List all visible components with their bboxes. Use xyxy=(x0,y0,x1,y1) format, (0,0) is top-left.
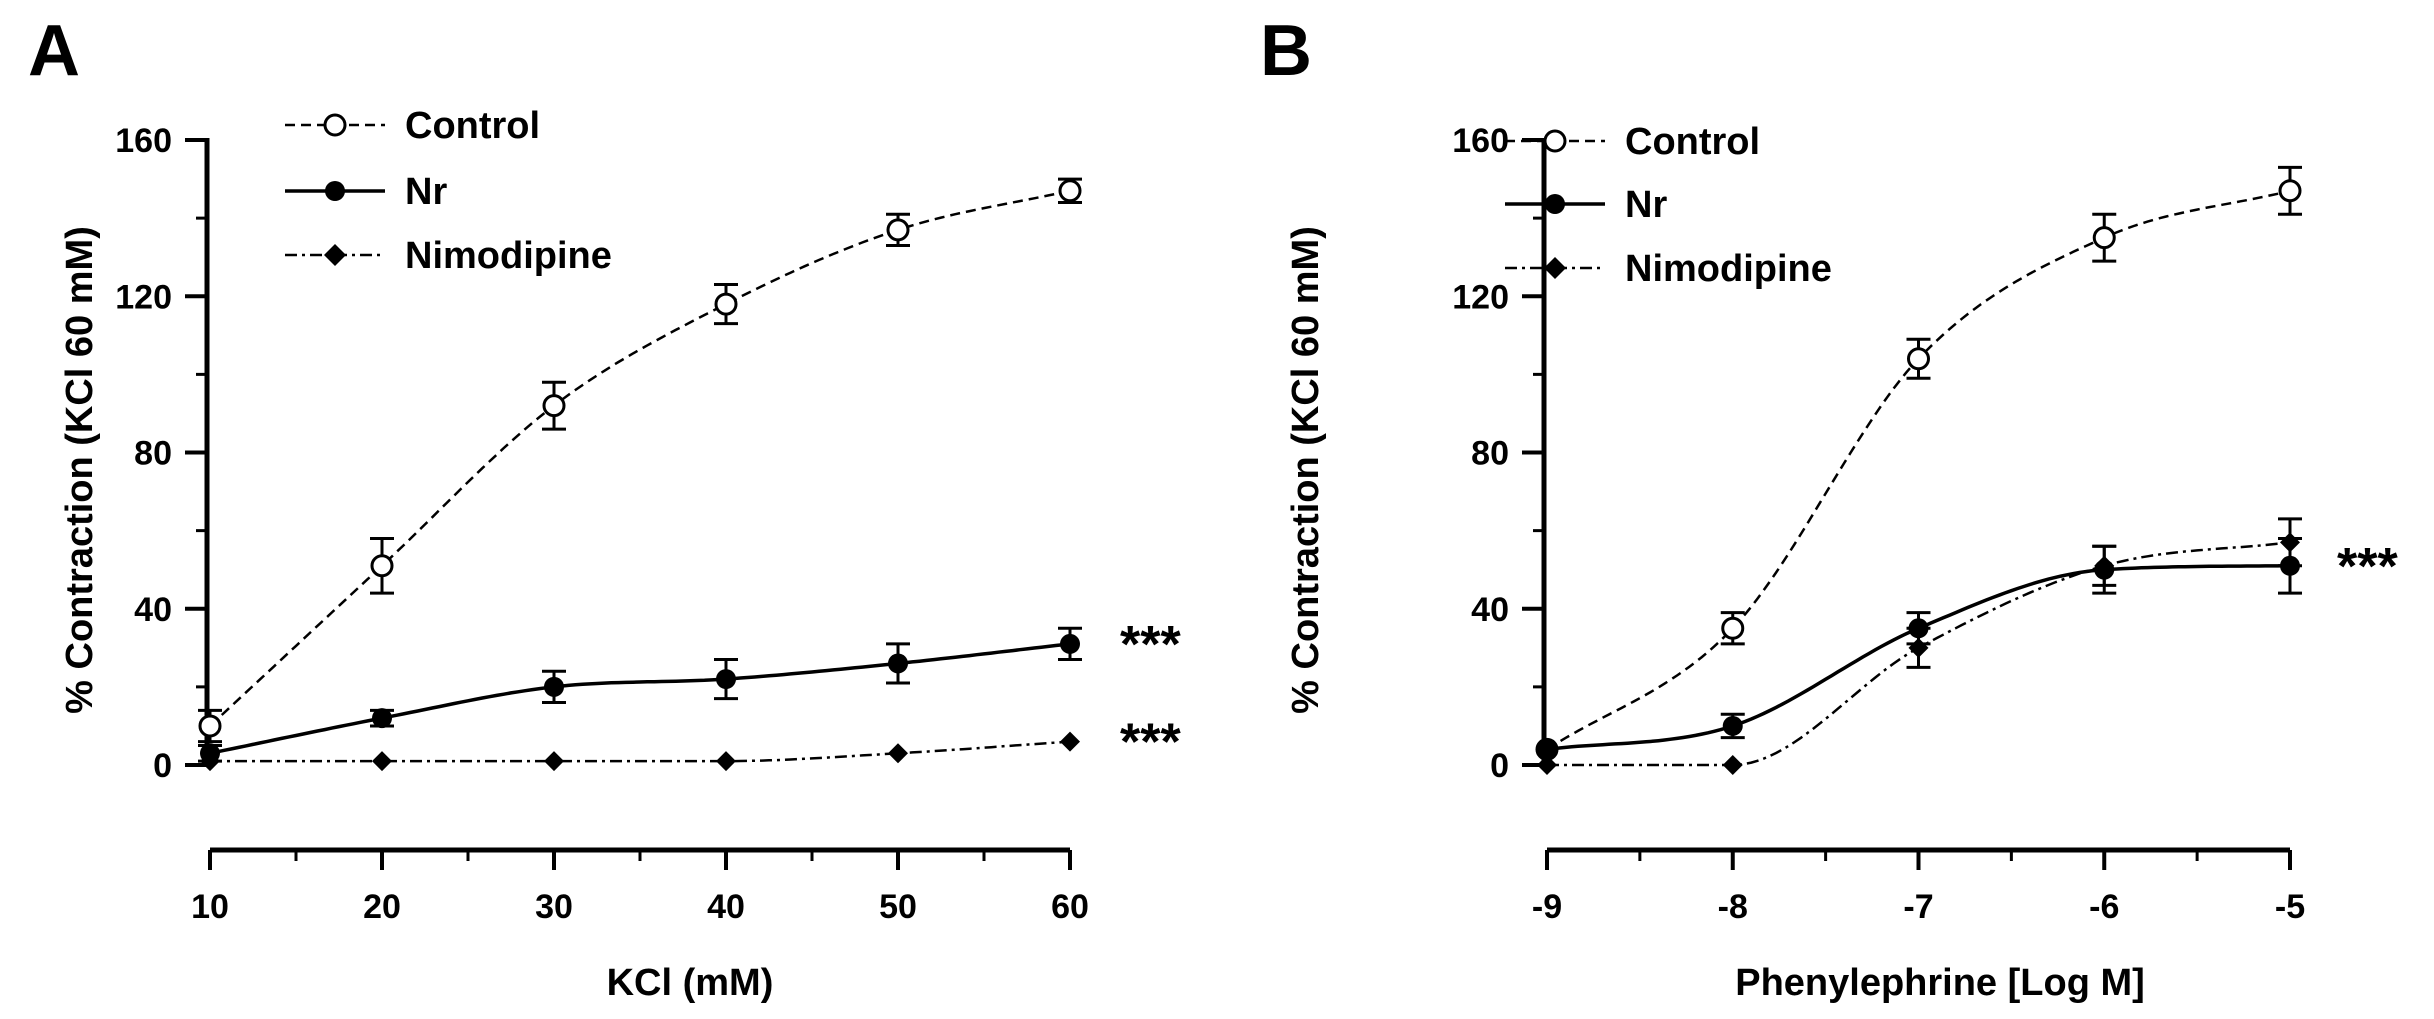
significance-marker-nr-b: *** xyxy=(2337,538,2398,596)
data-point-control-a xyxy=(198,714,222,738)
series-nimodipine-b xyxy=(1537,517,2302,775)
y-axis-label-b: % Contraction (KCl 60 mM) xyxy=(1285,226,1327,714)
series-control-b xyxy=(1535,165,2302,761)
data-point-nr-a xyxy=(716,669,736,690)
legend-item-nimodipine-a: Nimodipine xyxy=(285,235,612,277)
y-tick-label-b: 120 xyxy=(1452,278,1509,316)
y-tick-label-a: 40 xyxy=(134,591,172,629)
legend-label-nimodipine-b: Nimodipine xyxy=(1625,248,1832,290)
data-point-nimodipine-a xyxy=(544,751,564,772)
series-line-nr-a xyxy=(209,642,1071,756)
data-point-nimodipine-a xyxy=(200,751,220,772)
x-axis-label-b: Phenylephrine [Log M] xyxy=(1735,962,2145,1004)
data-point-nimodipine-b xyxy=(2280,532,2300,553)
data-point-nimodipine-b xyxy=(1908,637,1929,658)
x-axis-label-a: KCl (mM) xyxy=(607,962,774,1004)
y-tick-label-a: 80 xyxy=(134,435,172,473)
data-point-nimodipine-b xyxy=(1537,755,1557,775)
data-point-control-b xyxy=(1907,347,1930,371)
significance-marker-nimodipine-a: *** xyxy=(1120,714,1181,772)
y-tick-label-b: 80 xyxy=(1471,435,1509,473)
series-line-nimodipine-a xyxy=(210,740,1071,763)
data-point-nr-b xyxy=(1722,715,1743,736)
legend-item-nr-b: Nr xyxy=(1505,184,1667,226)
series-nr-a xyxy=(198,626,1082,764)
data-point-nimodipine-a xyxy=(1060,731,1080,752)
y-tick-label-a: 160 xyxy=(115,122,172,160)
legend-label-control-a: Control xyxy=(405,105,540,147)
legend-item-control-b: Control xyxy=(1505,121,1760,163)
x-tick-label-a: 20 xyxy=(363,888,401,926)
y-axis-label-a: % Contraction (KCl 60 mM) xyxy=(59,226,101,714)
legend-item-nr-a: Nr xyxy=(285,171,447,213)
data-point-control-a xyxy=(542,394,566,418)
y-tick-label-a: 120 xyxy=(115,278,172,316)
x-tick-label-b: -9 xyxy=(1532,888,1562,926)
series-nimodipine-a xyxy=(200,731,1080,772)
data-point-nimodipine-a xyxy=(716,751,736,772)
y-tick-label-b: 40 xyxy=(1471,591,1509,629)
series-line-control-a xyxy=(209,189,1071,727)
x-tick-label-a: 30 xyxy=(535,888,573,926)
data-point-control-b xyxy=(2092,226,2116,250)
y-tick-label-a: 0 xyxy=(153,747,172,785)
legend-item-nimodipine-b: Nimodipine xyxy=(1505,248,1832,290)
x-tick-label-b: -8 xyxy=(1718,888,1748,926)
data-point-nr-b xyxy=(1537,739,1557,760)
data-point-control-a xyxy=(886,218,910,242)
data-point-nimodipine-b xyxy=(1722,755,1743,775)
data-point-nimodipine-a xyxy=(372,751,392,772)
panel-b: B % Contraction (KCl 60 mM) Phenylephrin… xyxy=(1260,11,2398,1004)
x-tick-label-a: 40 xyxy=(707,888,745,926)
legend-label-nimodipine-a: Nimodipine xyxy=(405,235,612,277)
legend-label-control-b: Control xyxy=(1625,121,1760,163)
panel-a: A % Contraction (KCl 60 mM) KCl (mM) Con… xyxy=(28,11,1181,1004)
legend-label-nr-b: Nr xyxy=(1625,184,1667,226)
legend-a: Control Nr Nimodipine xyxy=(285,105,612,277)
data-point-nimodipine-b xyxy=(2094,555,2115,576)
legend-b: Control Nr Nimodipine xyxy=(1505,121,1832,290)
data-point-control-a xyxy=(714,292,738,316)
panel-label-a: A xyxy=(28,11,80,91)
data-point-control-a xyxy=(370,554,394,578)
x-tick-label-a: 10 xyxy=(191,888,229,926)
panel-label-b: B xyxy=(1260,11,1312,91)
data-point-control-b xyxy=(1721,616,1745,640)
data-point-nr-a xyxy=(372,708,392,729)
data-point-control-b xyxy=(2278,179,2302,203)
series-control-a xyxy=(198,177,1082,744)
y-tick-label-b: 0 xyxy=(1490,747,1509,785)
y-tick-label-b: 160 xyxy=(1452,122,1509,160)
x-tick-label-a: 60 xyxy=(1051,888,1089,926)
x-tick-label-b: -5 xyxy=(2275,888,2305,926)
data-point-nr-a xyxy=(888,653,908,674)
data-point-control-a xyxy=(1058,179,1082,203)
legend-label-nr-a: Nr xyxy=(405,171,447,213)
data-point-nr-a xyxy=(544,676,564,697)
significance-marker-nr-a: *** xyxy=(1120,616,1181,674)
x-tick-label-b: -6 xyxy=(2089,888,2119,926)
data-point-nr-a xyxy=(1060,633,1080,654)
x-tick-label-a: 50 xyxy=(879,888,917,926)
x-tick-label-b: -7 xyxy=(1903,888,1933,926)
legend-item-control-a: Control xyxy=(285,105,540,147)
data-point-nimodipine-a xyxy=(888,743,908,764)
